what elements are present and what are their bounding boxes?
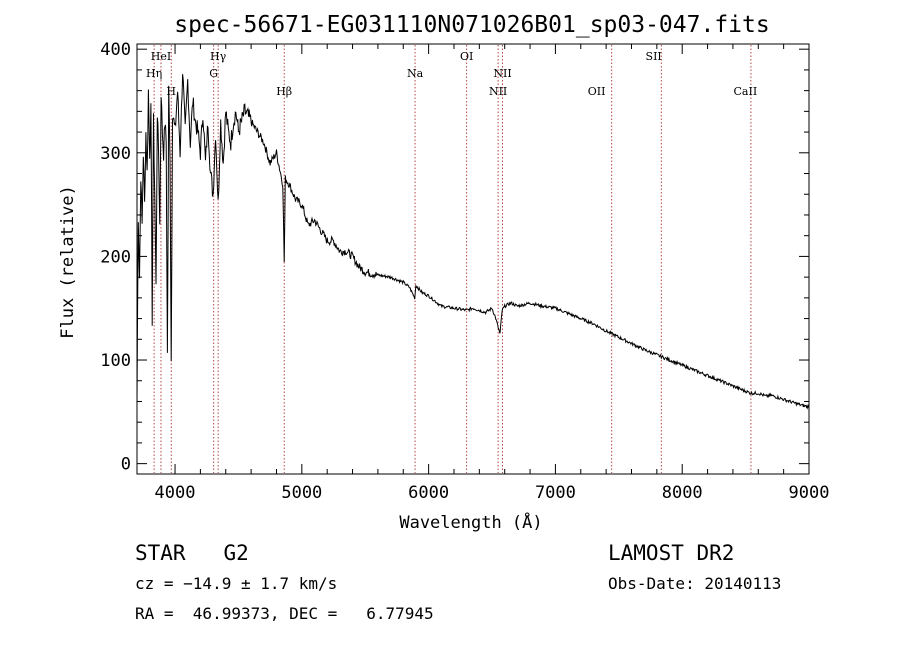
object-class: STAR G2 <box>135 541 249 565</box>
spectrum-line <box>136 74 810 410</box>
line-label-0: HeI <box>151 50 171 63</box>
coordinates: RA = 46.99373, DEC = 6.77945 <box>135 604 434 623</box>
spectrum-series <box>136 74 810 410</box>
y-tick-label: 200 <box>100 247 131 267</box>
spectral-line-labels: HeI Hη H Hγ G Hβ Na OI NII NII OII SII CaII <box>146 50 757 98</box>
line-label-8: NII <box>493 67 511 80</box>
y-tick-label: 100 <box>100 351 131 371</box>
y-tick-label: 0 <box>121 455 131 475</box>
x-tick-label: 4000 <box>155 483 196 503</box>
y-tick-label: 300 <box>100 144 131 164</box>
x-tick-label: 7000 <box>535 483 576 503</box>
line-label-4: G <box>209 67 218 80</box>
x-axis-label: Wavelength (Å) <box>399 511 542 533</box>
spectral-line-markers <box>153 45 752 473</box>
redshift-text: cz = −14.9 ± 1.7 km/s <box>135 574 338 593</box>
line-label-5: Hβ <box>276 85 292 98</box>
y-axis-ticks: 0 100 200 300 400 <box>100 40 809 475</box>
y-tick-label: 400 <box>100 40 131 60</box>
line-label-7: OI <box>460 50 473 63</box>
line-label-3: Hγ <box>210 50 227 63</box>
line-label-10: OII <box>588 85 606 98</box>
plot-frame <box>136 43 810 475</box>
y-axis-label: Flux (relative) <box>58 185 78 339</box>
x-tick-label: 6000 <box>408 483 449 503</box>
line-label-12: CaII <box>734 85 758 98</box>
x-axis-ticks: 4000 5000 6000 7000 8000 9000 <box>155 44 830 503</box>
line-label-2: H <box>166 85 176 98</box>
line-label-9: NII <box>489 85 507 98</box>
x-tick-label: 9000 <box>789 483 830 503</box>
chart-title: spec-56671-EG031110N071026B01_sp03-047.f… <box>174 12 769 38</box>
line-label-6: Na <box>407 67 424 80</box>
survey-name: LAMOST DR2 <box>608 541 735 565</box>
x-tick-label: 5000 <box>281 483 322 503</box>
x-tick-label: 8000 <box>662 483 703 503</box>
line-label-1: Hη <box>146 67 162 80</box>
obs-date: Obs-Date: 20140113 <box>608 574 782 593</box>
line-label-11: SII <box>646 50 662 63</box>
